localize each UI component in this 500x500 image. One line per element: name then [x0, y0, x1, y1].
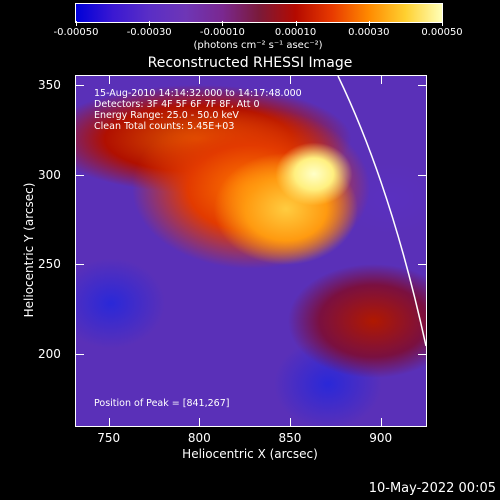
y-axis-tick-label: 200 [38, 347, 61, 362]
x-axis-tick-label: 750 [97, 431, 121, 445]
colorbar-tick [368, 21, 370, 26]
solar-limb-line [337, 76, 426, 347]
y-axis-tick [418, 174, 426, 176]
annotation-time-range: 15-Aug-2010 14:14:32.000 to 14:17:48.000 [94, 88, 302, 99]
y-axis-tick [76, 174, 84, 176]
x-axis-tick-label: 800 [187, 431, 211, 445]
colorbar-tick-label: 0.00030 [348, 27, 390, 38]
y-axis-tick [76, 264, 84, 266]
y-axis-tick [76, 354, 84, 356]
colorbar-tick [295, 21, 297, 26]
rhessi-image: 15-Aug-2010 14:14:32.000 to 14:17:48.000… [75, 75, 427, 427]
colorbar-tick-label: 0.00050 [421, 27, 463, 38]
y-axis-tick [418, 84, 426, 86]
annotation-detectors: Detectors: 3F 4F 5F 6F 7F 8F, Att 0 [94, 99, 260, 110]
y-axis-title: Heliocentric Y (arcsec) [22, 182, 36, 318]
colorbar [75, 3, 443, 23]
colorbar-tick [222, 21, 224, 26]
x-axis-tick-label: 850 [278, 431, 302, 445]
annotation-energy-range: Energy Range: 25.0 - 50.0 keV [94, 110, 239, 121]
y-axis-tick-label: 300 [38, 167, 61, 182]
y-axis-tick [418, 264, 426, 266]
x-axis-tick [108, 418, 110, 426]
x-axis-title: Heliocentric X (arcsec) [182, 447, 318, 461]
annotation-peak-position: Position of Peak = [841,267] [94, 398, 230, 409]
colorbar-tick [442, 21, 443, 26]
colorbar-tick-label: 0.00010 [274, 27, 317, 38]
colorbar-tick-label: -0.00030 [126, 27, 172, 38]
y-axis-tick-label: 250 [38, 257, 61, 272]
timestamp: 10-May-2022 00:05 [368, 481, 496, 496]
x-axis-tick-label: 900 [369, 431, 393, 445]
annotation-clean: Clean Total counts: 5.45E+03 [94, 121, 235, 132]
x-axis-tick [199, 76, 201, 84]
x-axis-tick [380, 76, 382, 84]
colorbar-unit-label: (photons cm⁻² s⁻¹ asec⁻²) [193, 40, 323, 51]
y-axis-tick [418, 354, 426, 356]
y-axis-tick [76, 84, 84, 86]
x-axis-tick [380, 418, 382, 426]
x-axis-tick [199, 418, 201, 426]
x-axis-tick [289, 76, 291, 84]
colorbar-tick-label: -0.00010 [199, 27, 245, 38]
colorbar-tick-label: -0.00050 [53, 27, 99, 38]
x-axis-tick [289, 418, 291, 426]
colorbar-tick [149, 21, 151, 26]
colorbar-tick [76, 21, 77, 26]
x-axis-tick [108, 76, 110, 84]
y-axis-tick-label: 350 [38, 77, 61, 92]
plot-title: Reconstructed RHESSI Image [147, 55, 353, 71]
